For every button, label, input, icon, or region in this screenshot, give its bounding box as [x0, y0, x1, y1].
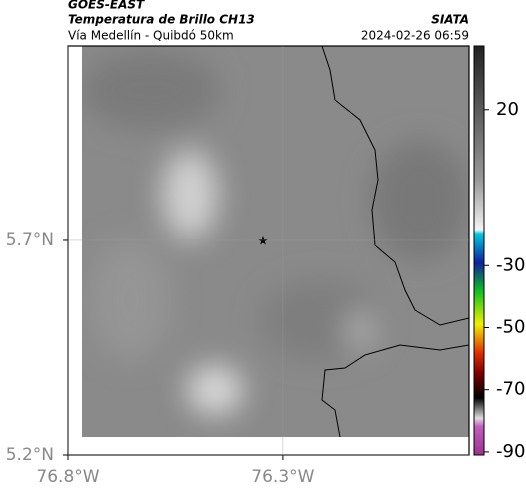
colorbar-tick-label: -70	[496, 379, 525, 400]
route: Vía Medellín - Quibdó 50km	[68, 29, 234, 43]
colorbar-tick-label: -30	[496, 254, 525, 275]
y-tick-label: 5.2°N	[6, 445, 54, 465]
satellite-image	[82, 46, 469, 437]
x-tick-label: 76.3°W	[251, 467, 314, 487]
colorbar	[473, 45, 485, 456]
y-tick-label: 5.7°N	[6, 230, 54, 250]
colorbar-tick-label: 20	[496, 99, 519, 120]
agency: SIATA	[431, 13, 469, 27]
location-marker: ★	[258, 234, 269, 248]
colorbar-tick-label: -50	[496, 316, 525, 337]
subtitle: Temperatura de Brillo CH13	[68, 13, 255, 27]
datetime: 2024-02-26 06:59	[361, 29, 469, 43]
title: GOES-EAST	[68, 0, 145, 12]
x-tick-label: 76.8°W	[36, 467, 99, 487]
colorbar-tick-label: -90	[496, 441, 525, 462]
